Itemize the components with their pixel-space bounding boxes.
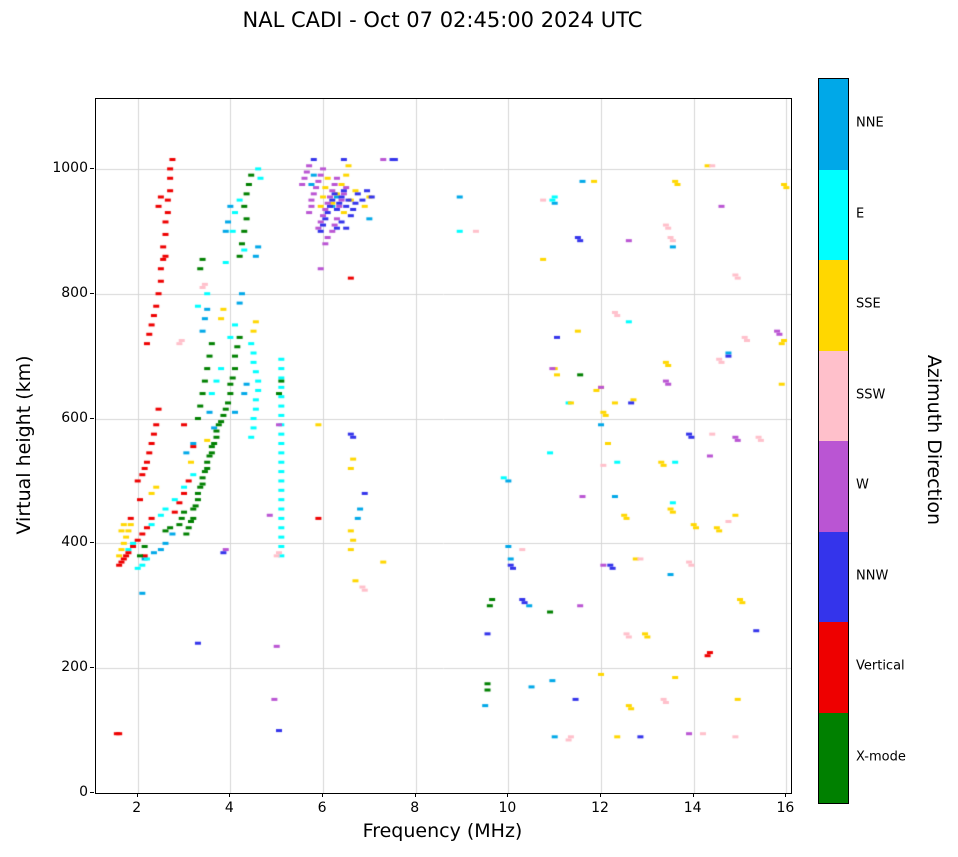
x-tick-label: 16	[776, 800, 795, 816]
x-tick-mark	[692, 793, 694, 797]
colorbar-band-e	[819, 169, 848, 260]
colorbar-axis-label: Azimuth Direction	[923, 354, 945, 526]
x-tick-mark	[507, 793, 509, 797]
x-tick-label: 8	[410, 800, 420, 816]
colorbar-label-sse: SSE	[856, 296, 881, 312]
y-tick-mark	[90, 292, 94, 294]
plot-area	[95, 98, 792, 794]
x-tick-label: 12	[591, 800, 609, 816]
chart-title: NAL CADI - Oct 07 02:45:00 2024 UTC	[242, 8, 643, 32]
x-tick-mark	[414, 793, 416, 797]
x-tick-label: 6	[317, 800, 327, 816]
y-tick-mark	[90, 542, 94, 544]
y-tick-mark	[90, 792, 94, 793]
y-tick-label: 200	[61, 659, 88, 676]
colorbar-label-e: E	[856, 206, 865, 222]
y-tick-label: 0	[79, 784, 88, 800]
y-axis-label: Virtual height (km)	[13, 355, 35, 535]
colorbar-band-sse	[819, 260, 848, 351]
x-tick-label: 10	[498, 800, 517, 816]
colorbar-label-vertical: Vertical	[856, 658, 905, 674]
colorbar-label-nne: NNE	[856, 115, 884, 131]
x-tick-mark	[785, 793, 787, 797]
y-tick-label: 1000	[52, 159, 88, 176]
y-tick-mark	[90, 667, 94, 669]
scatter-canvas	[96, 99, 791, 793]
colorbar-band-w	[819, 441, 848, 532]
x-tick-label: 4	[224, 800, 234, 816]
colorbar-band-vertical	[819, 622, 848, 713]
x-axis-label: Frequency (MHz)	[362, 820, 523, 842]
colorbar	[818, 78, 849, 804]
colorbar-band-ssw	[819, 350, 848, 441]
y-tick-label: 600	[61, 409, 88, 426]
x-tick-mark	[600, 793, 602, 797]
x-tick-label: 2	[132, 800, 142, 816]
colorbar-label-w: W	[856, 477, 869, 493]
colorbar-band-x-mode	[819, 712, 848, 803]
y-tick-mark	[90, 417, 94, 419]
x-tick-label: 14	[683, 800, 702, 816]
colorbar-label-nnw: NNW	[856, 568, 889, 584]
x-tick-mark	[136, 793, 138, 797]
y-tick-label: 400	[61, 534, 88, 551]
colorbar-label-ssw: SSW	[856, 387, 886, 403]
colorbar-band-nnw	[819, 531, 848, 622]
x-tick-mark	[229, 793, 231, 797]
x-tick-mark	[322, 793, 324, 797]
y-tick-mark	[90, 167, 94, 169]
y-tick-label: 800	[61, 284, 88, 301]
colorbar-band-nne	[819, 79, 848, 170]
colorbar-label-x-mode: X-mode	[856, 749, 906, 765]
